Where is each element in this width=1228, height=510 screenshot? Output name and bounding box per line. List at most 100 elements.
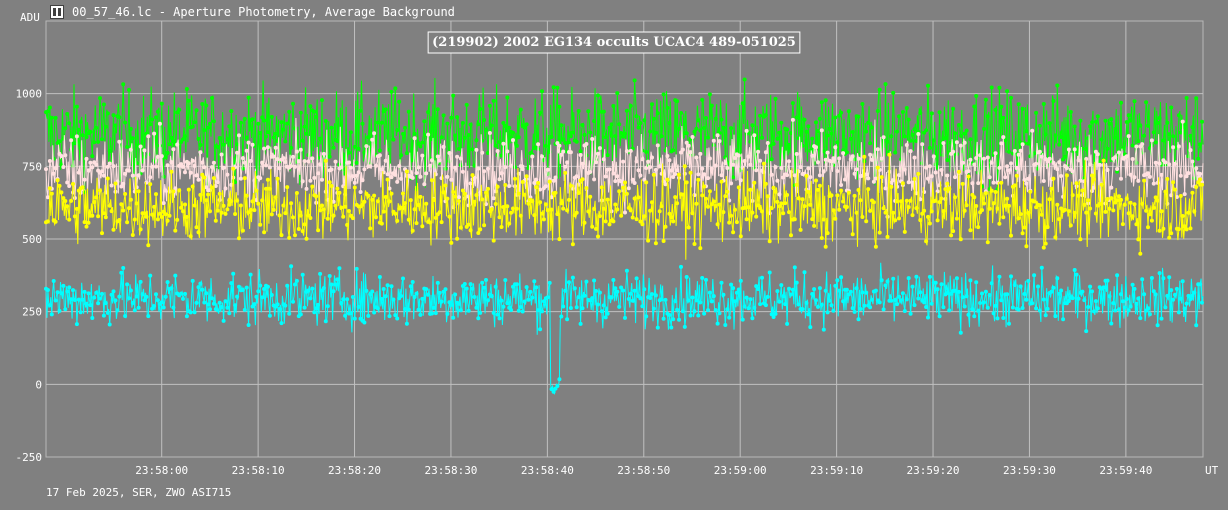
data-point — [599, 185, 604, 190]
data-point — [184, 215, 189, 219]
data-point — [800, 197, 805, 202]
data-point — [1198, 142, 1203, 147]
data-point — [412, 136, 417, 141]
data-point — [945, 181, 950, 186]
data-point — [968, 278, 973, 283]
data-point — [673, 195, 678, 200]
y-axis-label: ADU — [20, 11, 40, 24]
data-point — [441, 190, 446, 195]
data-point — [671, 175, 676, 179]
data-point — [138, 227, 143, 232]
data-point — [640, 304, 645, 309]
data-point — [1024, 129, 1029, 134]
data-point — [534, 285, 539, 290]
y-tick-label: 750 — [22, 160, 42, 173]
data-point — [458, 308, 463, 313]
data-point — [553, 175, 558, 180]
data-point — [453, 292, 458, 297]
data-point — [238, 176, 243, 181]
data-point — [619, 285, 624, 290]
data-point — [267, 186, 272, 191]
data-point — [833, 145, 838, 150]
data-point — [1030, 301, 1035, 306]
film-icon[interactable] — [50, 5, 64, 19]
data-point — [704, 196, 708, 201]
data-point — [339, 205, 344, 210]
data-point — [331, 199, 336, 204]
data-point — [613, 286, 618, 291]
data-point — [497, 140, 502, 144]
data-point — [509, 308, 514, 312]
data-point — [653, 241, 658, 246]
data-point — [71, 288, 75, 293]
data-point — [673, 172, 678, 176]
data-point — [211, 119, 216, 124]
data-point — [632, 181, 637, 185]
data-point — [540, 154, 544, 159]
data-point — [194, 300, 199, 305]
data-point — [428, 163, 433, 168]
data-point — [109, 183, 114, 188]
data-point — [941, 141, 946, 146]
data-point — [130, 136, 135, 141]
data-point — [1072, 210, 1077, 215]
data-point — [455, 115, 460, 120]
data-point — [1151, 289, 1156, 294]
data-point — [538, 187, 543, 192]
data-point — [76, 170, 81, 175]
data-point — [155, 154, 160, 159]
data-point — [889, 134, 894, 139]
data-point — [256, 121, 261, 126]
data-point — [53, 298, 58, 303]
data-point — [1020, 306, 1025, 310]
data-point — [1153, 292, 1158, 297]
data-point — [1130, 282, 1135, 287]
data-point — [707, 290, 712, 295]
data-point — [671, 317, 676, 322]
data-point — [777, 192, 782, 197]
data-point — [51, 171, 56, 176]
data-point — [439, 299, 444, 304]
data-point — [345, 222, 350, 227]
data-point — [870, 125, 874, 130]
data-point — [848, 136, 853, 141]
data-point — [1111, 301, 1116, 306]
data-point — [1070, 296, 1075, 301]
data-point — [688, 313, 693, 318]
data-point — [1105, 197, 1110, 201]
data-point — [101, 211, 106, 216]
data-point — [902, 309, 907, 313]
data-point — [1132, 175, 1137, 180]
data-point — [1159, 209, 1164, 214]
data-point — [260, 295, 265, 300]
x-tick-label: 23:58:50 — [617, 464, 670, 477]
data-point — [935, 218, 940, 223]
data-point — [835, 193, 840, 198]
data-point — [570, 130, 575, 135]
data-point — [839, 110, 844, 115]
data-point — [462, 191, 467, 196]
data-point — [265, 177, 270, 182]
data-point — [61, 165, 66, 169]
data-point — [293, 282, 297, 287]
data-point — [1146, 225, 1150, 230]
data-point — [202, 175, 207, 180]
data-point — [927, 145, 932, 150]
data-point — [1005, 89, 1010, 94]
data-point — [825, 231, 830, 236]
data-point — [497, 316, 502, 321]
data-point — [468, 181, 473, 186]
data-point — [321, 151, 326, 156]
data-point — [356, 146, 361, 151]
data-point — [486, 298, 490, 303]
data-point — [738, 278, 743, 283]
data-point — [497, 215, 502, 220]
data-point — [1109, 117, 1114, 122]
data-point — [254, 198, 259, 202]
data-point — [1184, 96, 1189, 100]
data-point — [677, 172, 681, 177]
data-point — [426, 132, 431, 137]
data-point — [1198, 177, 1203, 182]
data-point — [227, 124, 232, 129]
data-point — [368, 164, 373, 169]
